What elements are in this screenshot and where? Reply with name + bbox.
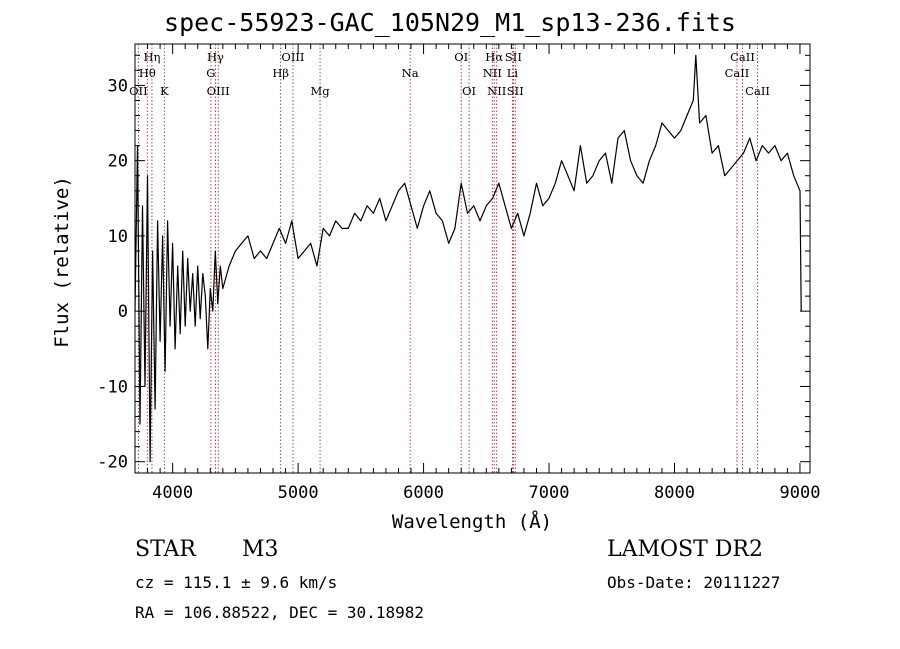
line-id-label: OII <box>129 84 148 98</box>
line-id-label: SII <box>507 84 524 98</box>
line-id-label: CaII <box>730 50 755 64</box>
obs-date-label: Obs-Date: 20111227 <box>607 573 781 592</box>
line-id-label: Hθ <box>139 66 156 80</box>
line-id-label: Hη <box>143 50 160 64</box>
y-tick-label: -20 <box>97 453 128 473</box>
x-tick-label: 7000 <box>529 483 570 503</box>
line-id-label: OIII <box>207 84 230 98</box>
line-id-label: Hα <box>485 50 503 64</box>
line-id-label: CaII <box>745 84 770 98</box>
chart-axes <box>134 43 811 474</box>
line-id-label: OIII <box>281 50 304 64</box>
chart-title: spec-55923-GAC_105N29_M1_sp13-236.fits <box>164 8 736 37</box>
x-tick-label: 4000 <box>152 483 193 503</box>
line-id-label: K <box>160 84 169 98</box>
axis-ticks: 4000 5000 6000 7000 8000 9000 -20 -10 0 10 20 30 <box>97 44 820 503</box>
y-tick-label: -10 <box>97 377 128 397</box>
line-id-label: OI <box>454 50 468 64</box>
star-class-label: STAR <box>135 537 196 562</box>
y-tick-label: 20 <box>108 152 128 172</box>
x-tick-label: 6000 <box>403 483 444 503</box>
redshift-label: cz = 115.1 ± 9.6 km/s <box>135 573 338 592</box>
x-tick-label: 5000 <box>278 483 319 503</box>
line-id-label: Na <box>402 66 419 80</box>
line-id-label: G <box>206 66 215 80</box>
coordinates-label: RA = 106.88522, DEC = 30.18982 <box>135 603 424 622</box>
spectrum-line <box>134 54 802 463</box>
y-axis-label: Flux (relative) <box>51 176 73 348</box>
x-tick-label: 8000 <box>654 483 695 503</box>
plot-frame <box>134 43 811 474</box>
line-id-label: OI <box>462 84 476 98</box>
spectrum-series <box>134 54 802 463</box>
line-id-markers <box>137 44 759 473</box>
line-id-label: CaII <box>725 66 750 80</box>
y-tick-label: 30 <box>108 76 128 96</box>
line-id-label: Li <box>507 66 519 80</box>
line-id-label: NII <box>483 66 502 80</box>
line-id-label: NII <box>487 84 506 98</box>
x-tick-label: 9000 <box>779 483 820 503</box>
y-tick-label: 0 <box>118 302 128 322</box>
star-subclass-label: M3 <box>242 537 279 562</box>
y-tick-label: 10 <box>108 227 128 247</box>
survey-label: LAMOST DR2 <box>607 537 763 562</box>
x-axis-label: Wavelength (Å) <box>392 510 552 533</box>
line-id-label: Hγ <box>207 50 224 64</box>
line-id-label: Mg <box>310 84 330 98</box>
line-id-label: SII <box>505 50 522 64</box>
line-id-label: Hβ <box>272 66 289 80</box>
